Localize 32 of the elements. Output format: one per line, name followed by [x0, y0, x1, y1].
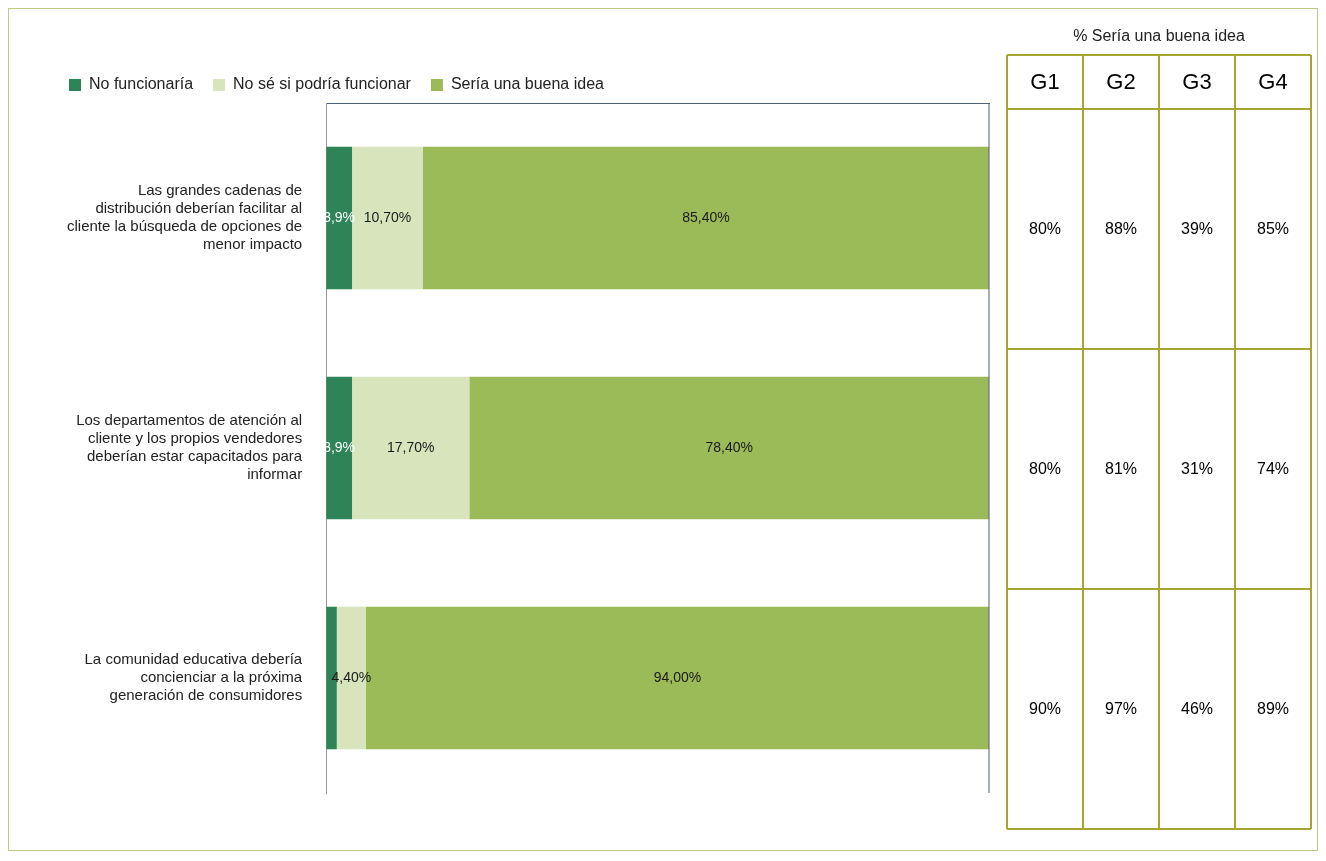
- legend-label: Sería una buena idea: [450, 75, 605, 93]
- text: 46%: [1180, 699, 1214, 719]
- y-tick-label: Los departamentos de atención al cliente y los propios vendedores deberían estar capacitados para informar: [76, 411, 303, 483]
- text: 81%: [1104, 459, 1138, 479]
- data-label: 78,40%: [705, 438, 753, 455]
- category-label: G3: [1181, 68, 1213, 96]
- bar: [326, 146, 353, 290]
- bar: [469, 376, 989, 520]
- y-tick-label: Las grandes cadenas de distribución deberían facilitar al cliente la búsqueda de opciones de menor impacto: [66, 181, 303, 253]
- category-label: G2: [1105, 68, 1137, 96]
- data-label: 85,40%: [682, 208, 730, 225]
- text: 80%: [1028, 219, 1062, 239]
- text: 31%: [1180, 459, 1214, 479]
- text: 39%: [1180, 219, 1214, 239]
- text: 85%: [1256, 219, 1290, 239]
- data-label: 94,00%: [653, 668, 702, 685]
- data-label: 10,70%: [363, 208, 412, 225]
- text: 97%: [1104, 699, 1138, 719]
- text: 88%: [1104, 219, 1138, 239]
- bar: [422, 146, 989, 290]
- data-label: 17,70%: [386, 438, 435, 455]
- category-label: G1: [1029, 68, 1061, 96]
- category-label: G4: [1257, 68, 1289, 96]
- y-tick-label: La comunidad educativa debería concienciar a la próxima generación de consumidores: [84, 650, 303, 704]
- bar: [326, 376, 353, 520]
- legend-label: No funcionaría: [89, 75, 194, 93]
- text: 90%: [1028, 699, 1062, 719]
- text: 80%: [1028, 459, 1062, 479]
- text: 74%: [1256, 459, 1290, 479]
- text: 89%: [1256, 699, 1290, 719]
- text: % Sería una buena idea: [1072, 26, 1246, 46]
- legend-label: No sé si podría funcionar: [233, 75, 412, 93]
